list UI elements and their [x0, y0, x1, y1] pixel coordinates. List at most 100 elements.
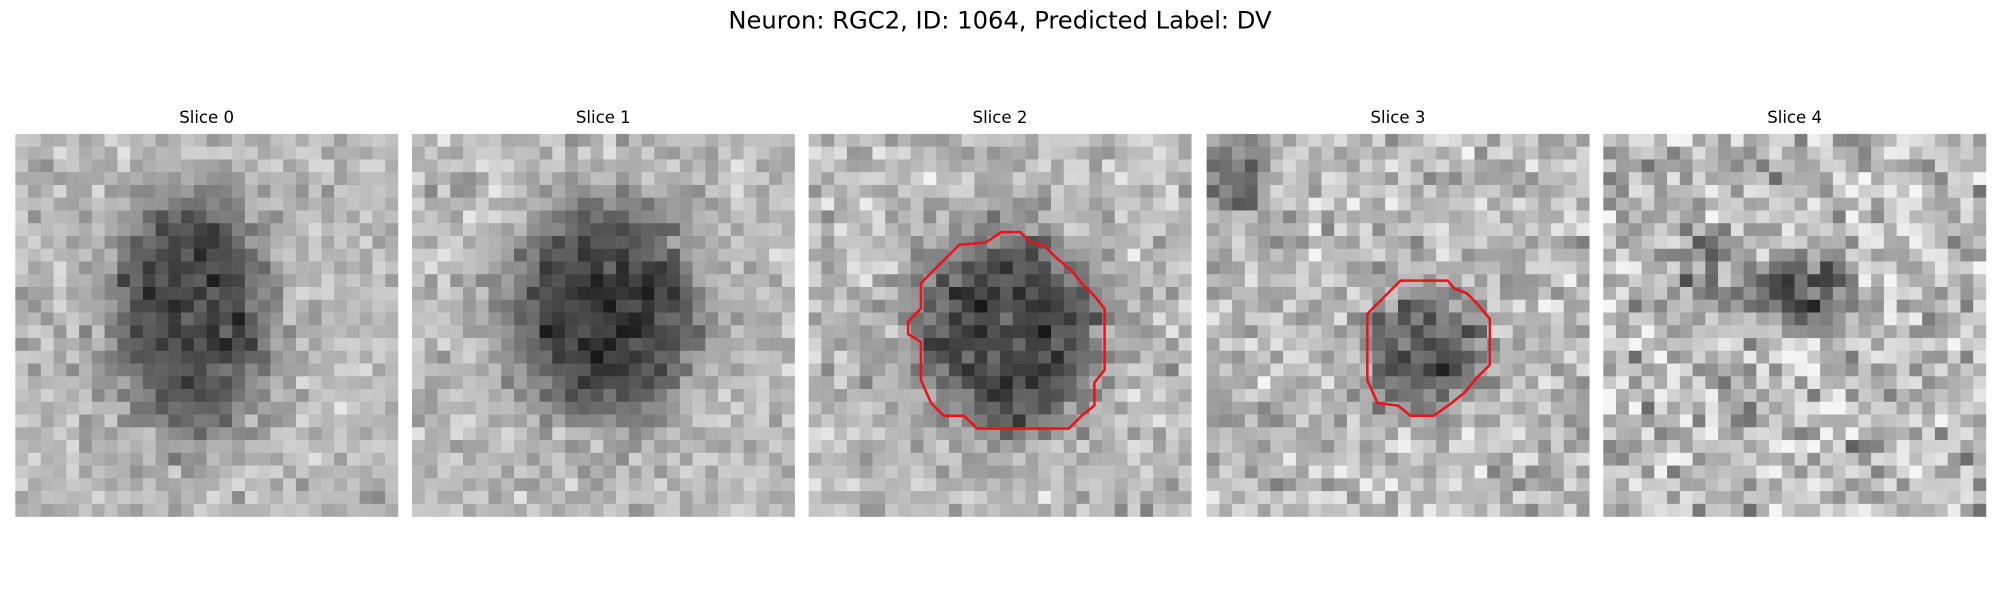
pixel [257, 478, 271, 492]
pixel [654, 274, 668, 288]
pixel [40, 376, 54, 390]
pixel [450, 274, 464, 288]
pixel [897, 401, 911, 415]
pixel [1820, 312, 1834, 326]
pixel [526, 452, 540, 466]
pixel [168, 146, 182, 160]
pixel [1436, 427, 1450, 441]
pixel [130, 465, 144, 479]
pixel [1385, 389, 1399, 403]
pixel [1257, 312, 1271, 326]
pixel [910, 235, 924, 249]
pixel [28, 184, 42, 198]
pixel [628, 478, 642, 492]
pixel [1461, 414, 1475, 428]
pixel [923, 197, 937, 211]
pixel [270, 223, 284, 237]
pixel [654, 491, 668, 505]
pixel [1487, 159, 1501, 173]
pixel [1845, 465, 1859, 479]
pixel [1718, 440, 1732, 454]
pixel [1871, 465, 1885, 479]
pixel [283, 401, 297, 415]
pixel [1051, 223, 1065, 237]
pixel [372, 427, 386, 441]
pixel [923, 223, 937, 237]
pixel [1896, 427, 1910, 441]
pixel [372, 286, 386, 300]
pixel [1896, 248, 1910, 262]
pixel [321, 452, 335, 466]
pixel [193, 133, 207, 147]
pixel [1346, 503, 1360, 517]
pixel [270, 503, 284, 517]
pixel [1257, 389, 1271, 403]
pixel [999, 503, 1014, 517]
pixel [1871, 452, 1885, 466]
pixel [1102, 503, 1116, 517]
pixel [244, 325, 258, 339]
pixel [565, 491, 579, 505]
pixel [219, 440, 233, 454]
pixel [1667, 197, 1681, 211]
pixel [603, 286, 617, 300]
pixel [1679, 452, 1693, 466]
pixel [1102, 401, 1116, 415]
pixel [1718, 325, 1732, 339]
pixel [308, 401, 322, 415]
pixel [1576, 491, 1590, 505]
pixel [1603, 350, 1617, 364]
pixel [40, 440, 54, 454]
pixel [961, 235, 975, 249]
pixel [1679, 312, 1693, 326]
pixel [1295, 197, 1309, 211]
pixel [1973, 427, 1987, 441]
pixel [936, 299, 950, 313]
pixel [1257, 350, 1271, 364]
pixel [372, 210, 386, 224]
pixel [730, 452, 744, 466]
pixel [168, 210, 182, 224]
pixel [1232, 325, 1246, 339]
pixel [295, 389, 309, 403]
pixel [308, 286, 322, 300]
pixel [488, 376, 502, 390]
pixel [1525, 389, 1539, 403]
pixel [193, 414, 207, 428]
pixel [654, 312, 668, 326]
pixel [1616, 491, 1630, 505]
pixel [1219, 350, 1233, 364]
pixel [1423, 389, 1437, 403]
pixel [1641, 427, 1655, 441]
pixel [501, 235, 515, 249]
pixel [1372, 465, 1386, 479]
pixel [1692, 503, 1706, 517]
pixel [987, 159, 1001, 173]
pixel [1947, 159, 1961, 173]
pixel [321, 274, 335, 288]
pixel [206, 414, 220, 428]
pixel [334, 210, 348, 224]
pixel [244, 159, 258, 173]
pixel [219, 184, 233, 198]
pixel [769, 389, 783, 403]
pixel [1641, 274, 1655, 288]
pixel [372, 325, 386, 339]
pixel [1973, 491, 1987, 505]
pixel [117, 440, 131, 454]
pixel [424, 184, 438, 198]
pixel [1525, 274, 1539, 288]
pixel [1551, 465, 1565, 479]
pixel [628, 389, 642, 403]
pixel [79, 248, 93, 262]
pixel [1730, 248, 1744, 262]
pixel [910, 452, 924, 466]
pixel [1922, 261, 1936, 275]
pixel [1538, 210, 1552, 224]
pixel [1922, 210, 1936, 224]
pixel [1499, 465, 1513, 479]
pixel [1960, 197, 1974, 211]
pixel [437, 363, 451, 377]
pixel [411, 427, 425, 441]
pixel [808, 312, 822, 326]
